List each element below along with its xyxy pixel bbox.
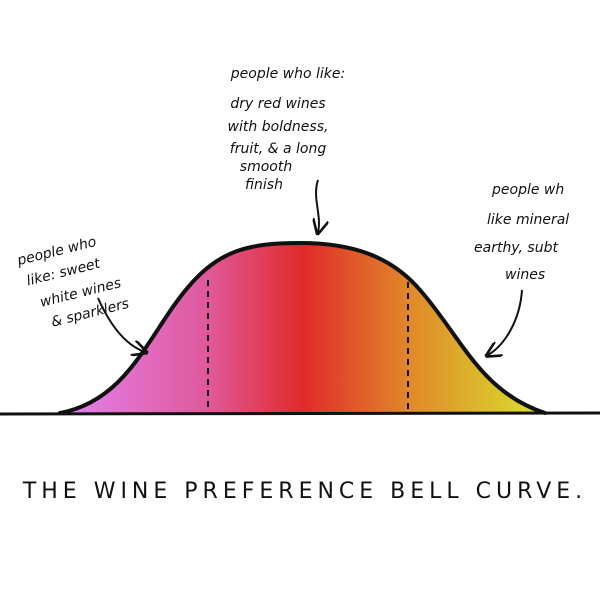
title: THE WINE PREFERENCE BELL CURVE. [22, 479, 587, 504]
note-line: people wh [491, 182, 564, 198]
arrow-right [488, 289, 523, 355]
note-line: finish [245, 177, 283, 193]
note-line: like mineral [487, 212, 569, 228]
note-line: dry red wines [230, 96, 325, 112]
note-left: people who like: sweet white wines & spa… [15, 234, 131, 331]
note-line: people who like: [230, 66, 345, 82]
arrow-center [316, 179, 319, 232]
note-line: smooth [240, 159, 292, 175]
note-line: with boldness, [228, 119, 329, 135]
note-right: people wh like mineral earthy, subt wine… [474, 182, 569, 283]
note-line: earthy, subt [474, 240, 558, 256]
baseline [0, 411, 600, 416]
note-line: wines [505, 267, 545, 283]
note-line: fruit, & a long [230, 141, 327, 157]
arrow-left [97, 297, 145, 352]
curve-fill [60, 243, 545, 413]
note-center: people who like: dry red wines with bold… [228, 66, 346, 193]
